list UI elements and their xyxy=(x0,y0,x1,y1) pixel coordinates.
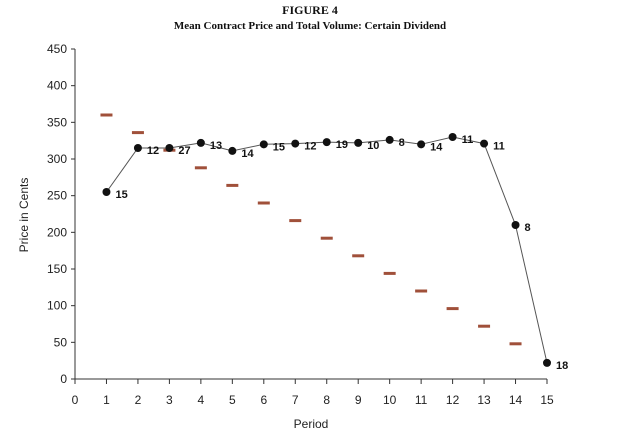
price-point xyxy=(354,138,363,147)
y-tick-label: 450 xyxy=(47,42,67,56)
x-axis-label: Period xyxy=(294,417,329,431)
y-tick-label: 150 xyxy=(47,262,67,276)
x-tick-label: 6 xyxy=(260,393,267,407)
x-tick-label: 1 xyxy=(103,393,110,407)
volume-label: 10 xyxy=(367,140,379,152)
x-tick-label: 7 xyxy=(292,393,299,407)
volume-label: 27 xyxy=(178,145,190,157)
price-point xyxy=(543,358,551,367)
x-tick-label: 14 xyxy=(509,393,523,407)
price-point xyxy=(196,138,205,147)
price-point xyxy=(417,140,426,149)
chart-subtitle: Mean Contract Price and Total Volume: Ce… xyxy=(174,20,446,32)
volume-label: 11 xyxy=(493,141,505,153)
price-point xyxy=(480,139,489,148)
x-tick-label: 0 xyxy=(72,393,79,407)
price-point xyxy=(228,146,237,155)
price-line xyxy=(106,136,548,364)
x-tick-label: 3 xyxy=(166,393,173,407)
x-tick-label: 13 xyxy=(477,393,491,407)
price-point xyxy=(133,144,142,152)
volume-label: 19 xyxy=(336,139,348,151)
volume-label: 8 xyxy=(399,137,405,149)
y-tick-label: 200 xyxy=(47,225,67,239)
volume-label: 12 xyxy=(147,145,159,157)
x-tick-label: 4 xyxy=(198,393,205,407)
y-tick-label: 50 xyxy=(54,335,68,349)
y-tick-label: 350 xyxy=(47,115,67,129)
price-point xyxy=(448,133,457,141)
price-point xyxy=(322,138,331,147)
volume-label: 13 xyxy=(210,140,222,152)
x-tick-label: 11 xyxy=(415,393,428,407)
y-tick-label: 0 xyxy=(60,372,67,386)
y-axis-label: Price in Cents xyxy=(17,178,31,253)
y-tick-label: 300 xyxy=(47,152,67,166)
x-tick-label: 2 xyxy=(135,393,142,407)
price-point xyxy=(102,188,111,196)
x-tick-label: 15 xyxy=(540,393,554,407)
price-point xyxy=(385,135,394,144)
y-tick-label: 400 xyxy=(47,79,67,93)
x-tick-label: 8 xyxy=(323,393,330,407)
price-point xyxy=(511,221,520,229)
y-tick-label: 250 xyxy=(47,189,67,203)
price-point xyxy=(259,140,268,149)
volume-label: 11 xyxy=(462,134,474,146)
volume-label: 14 xyxy=(241,148,254,160)
volume-label: 15 xyxy=(115,189,127,201)
y-tick-label: 100 xyxy=(47,299,67,313)
price-point xyxy=(291,139,300,148)
chart-title: FIGURE 4 xyxy=(282,3,338,17)
x-tick-label: 12 xyxy=(446,393,460,407)
x-tick-label: 10 xyxy=(383,393,397,407)
x-tick-label: 5 xyxy=(229,393,236,407)
volume-label: 14 xyxy=(430,141,443,153)
volume-label: 12 xyxy=(304,141,316,153)
price-series: 15 12 27 13 14 15 12 19 10 8 14 11 11 8 18 xyxy=(102,133,568,372)
x-tick-label: 9 xyxy=(355,393,362,407)
price-point xyxy=(165,144,174,152)
volume-label: 18 xyxy=(556,360,568,372)
volume-label: 8 xyxy=(525,222,531,234)
axes xyxy=(74,49,547,380)
volume-label: 15 xyxy=(273,141,285,153)
